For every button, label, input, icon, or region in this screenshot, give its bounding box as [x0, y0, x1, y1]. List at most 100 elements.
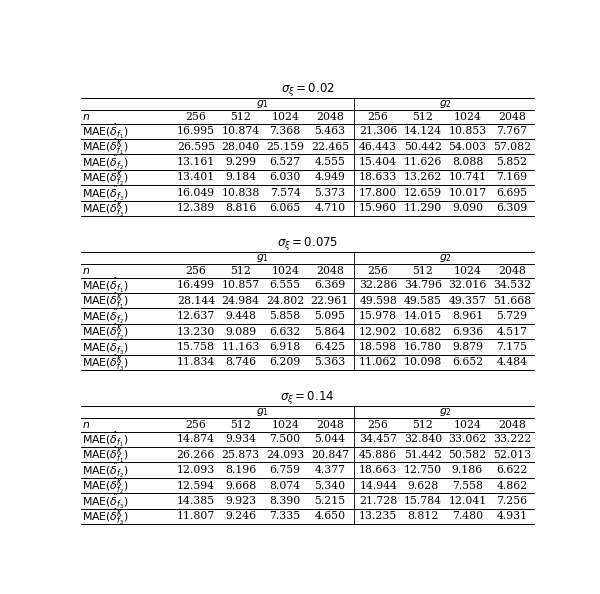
Text: 6.936: 6.936	[452, 327, 483, 336]
Text: 11.626: 11.626	[404, 157, 442, 167]
Text: 49.585: 49.585	[404, 296, 442, 306]
Text: $\mathrm{MAE}(\hat{\delta}_{f_1}^K)$: $\mathrm{MAE}(\hat{\delta}_{f_1}^K)$	[82, 290, 129, 311]
Text: 32.840: 32.840	[404, 434, 442, 444]
Text: 5.463: 5.463	[314, 126, 346, 136]
Text: 13.230: 13.230	[177, 327, 215, 336]
Text: 25.159: 25.159	[266, 141, 304, 151]
Text: 32.286: 32.286	[359, 280, 397, 290]
Text: 12.659: 12.659	[404, 188, 442, 198]
Text: 256: 256	[368, 266, 389, 276]
Text: 256: 256	[185, 420, 206, 429]
Text: $\mathrm{MAE}(\hat{\delta}_{f_3}^K)$: $\mathrm{MAE}(\hat{\delta}_{f_3}^K)$	[82, 506, 129, 527]
Text: $g_1$: $g_1$	[256, 252, 269, 264]
Text: 57.082: 57.082	[493, 141, 531, 151]
Text: 15.404: 15.404	[359, 157, 397, 167]
Text: 6.555: 6.555	[269, 280, 301, 290]
Text: 13.235: 13.235	[359, 511, 397, 522]
Text: 4.650: 4.650	[314, 511, 346, 522]
Text: $\mathrm{MAE}(\hat{\delta}_{f_3})$: $\mathrm{MAE}(\hat{\delta}_{f_3})$	[82, 337, 129, 356]
Text: 7.169: 7.169	[497, 172, 527, 182]
Text: 10.017: 10.017	[448, 188, 487, 198]
Text: 5.095: 5.095	[314, 311, 346, 321]
Text: 17.800: 17.800	[359, 188, 397, 198]
Text: 6.209: 6.209	[269, 358, 301, 367]
Text: $\mathrm{MAE}(\hat{\delta}_{f_3}^K)$: $\mathrm{MAE}(\hat{\delta}_{f_3}^K)$	[82, 352, 129, 372]
Text: 10.098: 10.098	[404, 358, 442, 367]
Text: 8.746: 8.746	[225, 358, 256, 367]
Text: 16.499: 16.499	[177, 280, 215, 290]
Text: 6.309: 6.309	[496, 203, 528, 213]
Text: $\mathrm{MAE}(\hat{\delta}_{f_2}^K)$: $\mathrm{MAE}(\hat{\delta}_{f_2}^K)$	[82, 321, 129, 342]
Text: 22.465: 22.465	[311, 141, 349, 151]
Text: 14.874: 14.874	[177, 434, 215, 444]
Text: 4.484: 4.484	[497, 358, 527, 367]
Text: $\sigma_\xi = 0.14$: $\sigma_\xi = 0.14$	[280, 389, 335, 406]
Text: $g_2$: $g_2$	[439, 252, 452, 264]
Text: 8.961: 8.961	[452, 311, 483, 321]
Text: $\mathrm{MAE}(\hat{\delta}_{f_3})$: $\mathrm{MAE}(\hat{\delta}_{f_3})$	[82, 183, 129, 203]
Text: 34.796: 34.796	[404, 280, 442, 290]
Text: 15.960: 15.960	[359, 203, 397, 213]
Text: 7.574: 7.574	[270, 188, 301, 198]
Text: 256: 256	[368, 112, 389, 122]
Text: $n$: $n$	[82, 420, 91, 429]
Text: 21.728: 21.728	[359, 496, 397, 506]
Text: $\sigma_\xi = 0.075$: $\sigma_\xi = 0.075$	[277, 235, 338, 252]
Text: 18.598: 18.598	[359, 342, 397, 352]
Text: 7.368: 7.368	[269, 126, 301, 136]
Text: 5.340: 5.340	[314, 481, 346, 491]
Text: 8.816: 8.816	[225, 203, 256, 213]
Text: 33.222: 33.222	[493, 434, 531, 444]
Text: 6.632: 6.632	[269, 327, 301, 336]
Text: 512: 512	[412, 266, 433, 276]
Text: 7.767: 7.767	[497, 126, 527, 136]
Text: 11.062: 11.062	[359, 358, 397, 367]
Text: 9.448: 9.448	[225, 311, 256, 321]
Text: 7.558: 7.558	[452, 481, 483, 491]
Text: 6.369: 6.369	[314, 280, 346, 290]
Text: 256: 256	[185, 112, 206, 122]
Text: $n$: $n$	[82, 112, 91, 122]
Text: 512: 512	[412, 420, 433, 429]
Text: 25.873: 25.873	[221, 450, 260, 460]
Text: 10.853: 10.853	[448, 126, 487, 136]
Text: 28.144: 28.144	[177, 296, 215, 306]
Text: 26.595: 26.595	[177, 141, 215, 151]
Text: 32.016: 32.016	[448, 280, 487, 290]
Text: 10.874: 10.874	[221, 126, 260, 136]
Text: 8.390: 8.390	[269, 496, 301, 506]
Text: 6.065: 6.065	[269, 203, 301, 213]
Text: 6.652: 6.652	[452, 358, 483, 367]
Text: 28.040: 28.040	[221, 141, 260, 151]
Text: $g_2$: $g_2$	[439, 406, 452, 418]
Text: 9.628: 9.628	[407, 481, 439, 491]
Text: 34.457: 34.457	[359, 434, 397, 444]
Text: 256: 256	[185, 266, 206, 276]
Text: 21.306: 21.306	[359, 126, 397, 136]
Text: 4.862: 4.862	[496, 481, 528, 491]
Text: 9.184: 9.184	[225, 172, 256, 182]
Text: 51.668: 51.668	[493, 296, 531, 306]
Text: 4.710: 4.710	[314, 203, 346, 213]
Text: 8.074: 8.074	[269, 481, 301, 491]
Text: $\mathrm{MAE}(\hat{\delta}_{f_1})$: $\mathrm{MAE}(\hat{\delta}_{f_1})$	[82, 122, 129, 141]
Text: 9.879: 9.879	[452, 342, 483, 352]
Text: 7.256: 7.256	[497, 496, 527, 506]
Text: 14.944: 14.944	[359, 481, 397, 491]
Text: 4.517: 4.517	[497, 327, 527, 336]
Text: 46.443: 46.443	[359, 141, 397, 151]
Text: 9.089: 9.089	[225, 327, 256, 336]
Text: 12.637: 12.637	[177, 311, 215, 321]
Text: 7.480: 7.480	[452, 511, 483, 522]
Text: 8.088: 8.088	[452, 157, 483, 167]
Text: 6.527: 6.527	[269, 157, 301, 167]
Text: 9.090: 9.090	[452, 203, 483, 213]
Text: 20.847: 20.847	[311, 450, 349, 460]
Text: 13.401: 13.401	[177, 172, 215, 182]
Text: 12.750: 12.750	[404, 465, 442, 475]
Text: 34.532: 34.532	[493, 280, 531, 290]
Text: $\mathrm{MAE}(\hat{\delta}_{f_3})$: $\mathrm{MAE}(\hat{\delta}_{f_3})$	[82, 491, 129, 511]
Text: 2048: 2048	[316, 266, 344, 276]
Text: 18.663: 18.663	[359, 465, 397, 475]
Text: 6.759: 6.759	[269, 465, 301, 475]
